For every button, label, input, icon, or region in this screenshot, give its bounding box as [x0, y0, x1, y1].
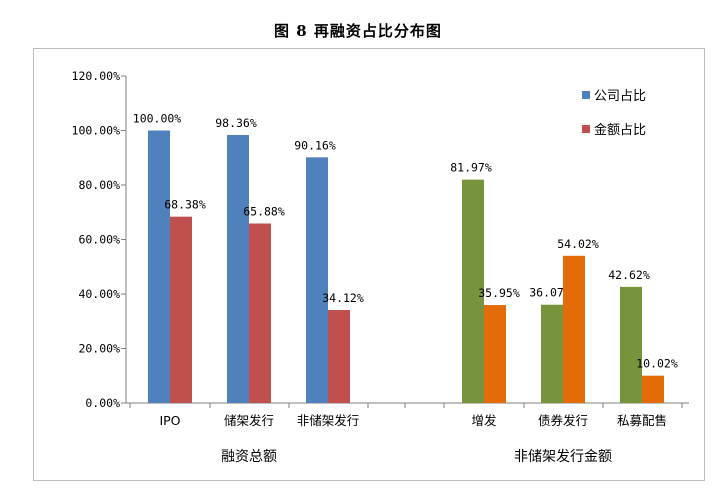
data-label: 10.02% [636, 357, 678, 371]
bar [484, 305, 506, 403]
bar [227, 134, 249, 403]
x-category-label: 非储架发行 [297, 413, 360, 428]
data-label: 42.62% [608, 268, 650, 282]
y-tick-label: 40.00% [78, 287, 120, 301]
legend-label: 公司占比 [594, 89, 646, 104]
bar [170, 216, 192, 403]
data-label: 36.07% [529, 286, 571, 300]
chart-title: 图 8 再融资占比分布图 [274, 22, 442, 40]
legend-swatch [582, 125, 590, 133]
y-tick-label: 20.00% [78, 342, 120, 356]
bar [541, 304, 563, 403]
bar [328, 310, 350, 403]
y-tick-label: 60.00% [78, 233, 120, 247]
bar [249, 223, 271, 403]
data-label: 34.12% [322, 291, 364, 305]
legend-swatch [582, 91, 590, 99]
bar [462, 179, 484, 403]
x-category-label: 储架发行 [224, 413, 274, 428]
x-category-label: 债券发行 [538, 413, 588, 428]
bar [306, 157, 328, 403]
bar [642, 375, 664, 403]
data-label: 98.36% [215, 116, 257, 130]
data-label: 65.88% [243, 204, 285, 218]
x-category-label: IPO [159, 413, 180, 428]
data-label: 90.16% [294, 138, 336, 152]
data-label: 68.38% [164, 198, 206, 212]
y-tick-label: 0.00% [85, 396, 120, 410]
bar [620, 286, 642, 403]
bar [148, 130, 170, 403]
x-group-label: 融资总额 [221, 449, 277, 465]
chart-frame [33, 48, 705, 481]
y-tick-label: 100.00% [72, 124, 121, 138]
data-label: 35.95% [478, 286, 520, 300]
data-label: 100.00% [133, 112, 182, 126]
x-category-label: 增发 [471, 413, 497, 428]
x-group-label: 非储架发行金额 [514, 449, 612, 465]
bar [563, 255, 585, 403]
x-category-label: 私募配售 [617, 413, 667, 428]
y-tick-label: 80.00% [78, 178, 120, 192]
data-label: 54.02% [557, 237, 599, 251]
data-label: 81.97% [450, 161, 492, 175]
y-tick-label: 120.00% [72, 69, 121, 83]
legend-label: 金额占比 [594, 122, 646, 138]
